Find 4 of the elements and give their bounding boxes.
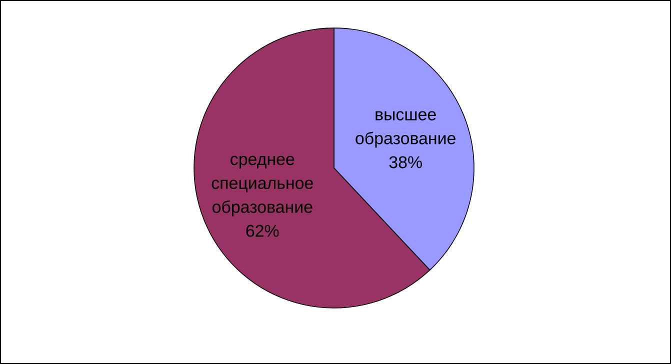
slice-label: среднее специальное образование xyxy=(212,156,313,216)
data-label: 62% xyxy=(246,224,279,237)
slice-label: высшее образование xyxy=(356,111,456,148)
data-label: 38% xyxy=(389,156,422,168)
